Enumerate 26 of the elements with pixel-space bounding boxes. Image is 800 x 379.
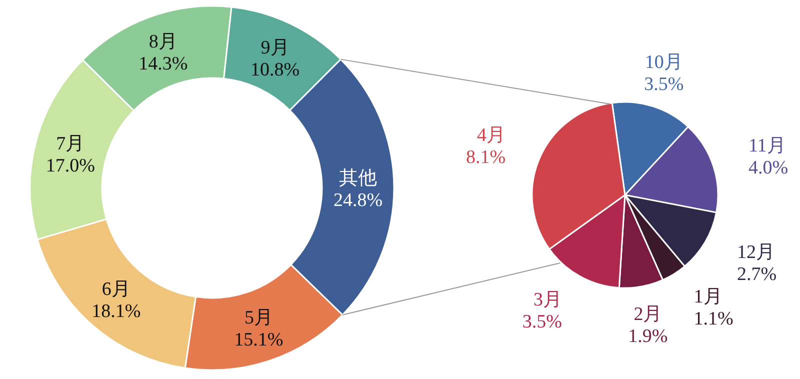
slice-label: 12月 bbox=[737, 242, 776, 263]
slice-label: 8月 bbox=[148, 31, 178, 52]
slice-label: 3月 bbox=[533, 290, 562, 311]
data-label: 8.1% bbox=[466, 146, 506, 168]
data-label: 15.1% bbox=[234, 329, 284, 350]
data-label: 3.5% bbox=[644, 74, 684, 95]
slice-label: 5月 bbox=[244, 307, 273, 328]
data-label: 1.9% bbox=[628, 326, 668, 347]
data-label: 17.0% bbox=[46, 155, 96, 176]
slice-label: 7月 bbox=[56, 133, 85, 154]
slice-label: 6月 bbox=[102, 279, 130, 300]
data-label: 3.5% bbox=[522, 312, 562, 333]
data-label: 1.1% bbox=[694, 308, 734, 330]
slice-label: 9月 bbox=[260, 37, 290, 58]
data-label: 24.8% bbox=[333, 190, 383, 211]
slice-label: 10月 bbox=[644, 52, 683, 73]
slice-label: 2月 bbox=[634, 304, 662, 325]
slice-label: 11月 bbox=[748, 135, 786, 156]
data-label: 10.8% bbox=[250, 59, 300, 80]
slice-label: 其他 bbox=[338, 168, 377, 189]
data-label: 14.3% bbox=[138, 53, 188, 74]
slice-label: 4月 bbox=[477, 124, 506, 146]
slice-label: 1月 bbox=[694, 286, 722, 308]
data-label: 2.7% bbox=[737, 264, 777, 285]
data-label: 18.1% bbox=[92, 301, 141, 322]
data-label: 4.0% bbox=[748, 157, 788, 178]
